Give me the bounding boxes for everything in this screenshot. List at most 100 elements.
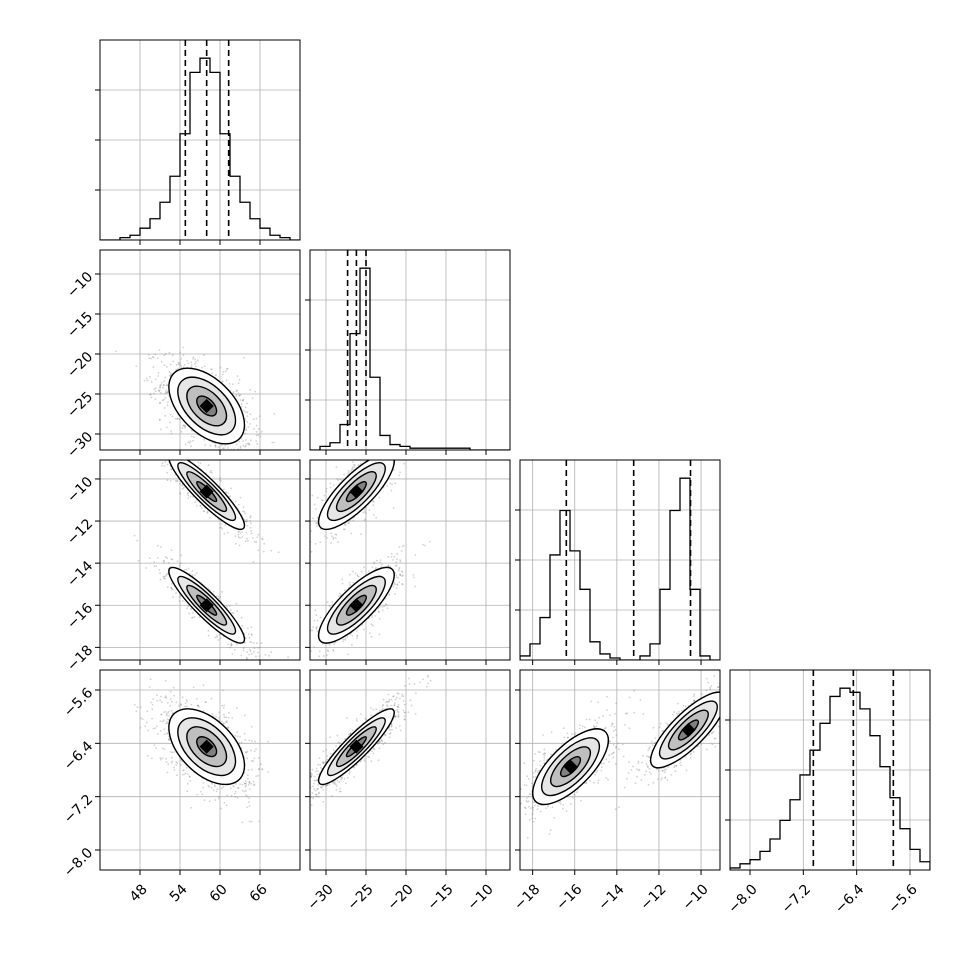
scatter-point (234, 795, 237, 798)
scatter-point (257, 549, 260, 552)
scatter-point (248, 636, 251, 639)
scatter-point (255, 440, 258, 442)
scatter-point (220, 787, 223, 790)
scatter-point (376, 440, 378, 442)
density-peak (199, 598, 214, 613)
scatter-point (310, 530, 313, 532)
scatter-point (226, 605, 228, 608)
scatter-point (244, 785, 247, 788)
scatter-point (246, 757, 249, 760)
scatter-point (378, 458, 380, 460)
scatter-point (218, 633, 221, 636)
scatter-point (244, 751, 247, 753)
scatter-point (373, 457, 375, 459)
scatter-point (164, 414, 167, 417)
scatter-point (378, 455, 380, 457)
scatter-point (159, 391, 162, 394)
scatter-point (176, 417, 179, 420)
scatter-point (323, 535, 326, 537)
scatter-point (344, 523, 346, 525)
scatter-point (401, 571, 404, 574)
scatter-point (203, 510, 206, 512)
scatter-point (135, 710, 138, 713)
scatter-point (171, 751, 174, 754)
scatter-point (220, 523, 223, 525)
scatter-point (348, 522, 350, 524)
scatter-point (251, 740, 253, 743)
scatter-point (233, 649, 236, 651)
scatter-point (157, 389, 160, 392)
scatter-point (231, 644, 233, 646)
scatter-point (219, 366, 222, 369)
scatter-point (258, 415, 261, 418)
scatter-point (169, 421, 171, 424)
scatter-point (211, 450, 213, 452)
scatter-point (277, 551, 280, 554)
scatter-point (227, 492, 230, 495)
scatter-point (237, 530, 240, 533)
scatter-point (154, 390, 157, 393)
y-tick-label: −25 (64, 389, 96, 421)
scatter-point (237, 787, 240, 789)
scatter-point (246, 421, 249, 423)
scatter-point (157, 372, 160, 374)
scatter-point (232, 383, 234, 386)
scatter-point (140, 717, 142, 720)
scatter-point (226, 471, 228, 473)
scatter-point (211, 372, 213, 375)
scatter-point (189, 495, 192, 498)
scatter-point (271, 441, 274, 444)
scatter-point (354, 572, 357, 575)
scatter-point (245, 520, 248, 523)
scatter-point (175, 764, 178, 766)
scatter-point (372, 504, 375, 506)
scatter-point (241, 531, 244, 533)
scatter-point (165, 454, 167, 456)
scatter-point (236, 610, 239, 613)
scatter-point (157, 557, 159, 559)
scatter-point (187, 497, 190, 499)
scatter-point (171, 415, 174, 418)
scatter-point (408, 454, 410, 456)
scatter-point (221, 381, 223, 383)
scatter-point (246, 651, 249, 654)
scatter-point (363, 519, 366, 522)
scatter-point (262, 550, 265, 553)
scatter-point (245, 789, 248, 792)
scatter-point (397, 577, 400, 579)
scatter-point (387, 555, 390, 558)
scatter-point (139, 726, 142, 729)
scatter-point (329, 482, 332, 485)
scatter-point (164, 456, 166, 458)
scatter-point (182, 424, 185, 427)
scatter-point (179, 351, 181, 354)
scatter-point (234, 535, 237, 537)
scatter-point (167, 763, 170, 766)
scatter-point (372, 444, 374, 446)
scatter-point (240, 654, 243, 657)
scatter-point (170, 751, 172, 753)
scatter-point (165, 697, 168, 699)
scatter-point (163, 575, 166, 578)
scatter-point (151, 441, 153, 443)
scatter-point (342, 528, 345, 531)
scatter-point (347, 472, 349, 475)
scatter-point (250, 530, 253, 532)
density-points (133, 441, 289, 660)
scatter-point (186, 360, 188, 362)
scatter-point (240, 403, 243, 406)
scatter-point (218, 478, 221, 481)
scatter-point (252, 641, 255, 644)
scatter-point (170, 761, 173, 764)
scatter-point (248, 820, 251, 823)
scatter-point (159, 401, 162, 404)
scatter-point (268, 451, 270, 453)
scatter-point (378, 633, 381, 636)
scatter-point (252, 537, 254, 539)
scatter-point (253, 647, 256, 650)
scatter-point (388, 593, 391, 596)
scatter-point (179, 482, 181, 485)
scatter-point (221, 704, 224, 707)
scatter-point (215, 451, 217, 453)
scatter-point (160, 382, 163, 384)
